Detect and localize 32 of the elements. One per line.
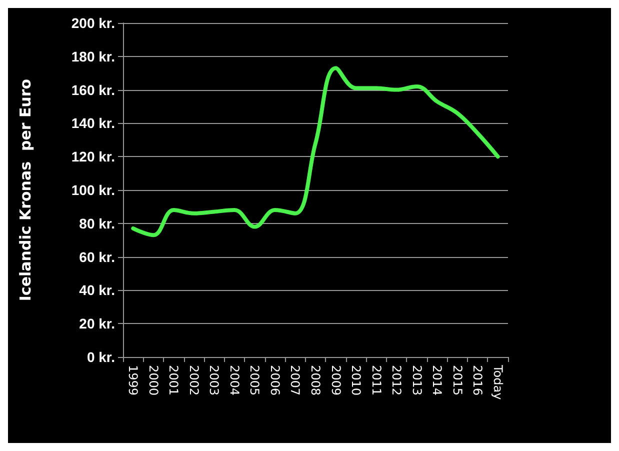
y-axis-title: Icelandic Kronas per Euro bbox=[16, 78, 34, 302]
y-tick-label: 140 kr. bbox=[71, 115, 115, 132]
y-tick-label: 100 kr. bbox=[71, 182, 115, 198]
x-tick-label: 2010 bbox=[349, 365, 364, 396]
y-tick-label: 0 kr. bbox=[86, 349, 115, 365]
x-tick-label: 2009 bbox=[328, 365, 343, 396]
x-tick-label: 2005 bbox=[248, 365, 262, 396]
x-tick-label: 2003 bbox=[207, 365, 222, 396]
x-tick-label: 2014 bbox=[430, 365, 444, 396]
x-tick-label: 2007 bbox=[288, 365, 302, 396]
y-tick-label: 60 kr. bbox=[79, 248, 115, 265]
y-tick-label: 160 kr. bbox=[71, 82, 115, 98]
x-tick-label: 2012 bbox=[390, 365, 404, 396]
x-tick-label: 2013 bbox=[410, 365, 424, 396]
y-tick-label: 180 kr. bbox=[71, 48, 115, 64]
y-tick-label: 20 kr. bbox=[79, 316, 115, 332]
y-tick-label: 200 kr. bbox=[71, 15, 115, 31]
x-tick-label: 2016 bbox=[470, 365, 485, 396]
x-tick-label: 2015 bbox=[450, 365, 464, 396]
x-tick-label: 1999 bbox=[126, 365, 140, 396]
x-tick-label: 2001 bbox=[166, 365, 181, 396]
x-tick-label: 2006 bbox=[268, 365, 282, 396]
x-tick-label: 2011 bbox=[369, 365, 384, 396]
y-tick-label: 120 kr. bbox=[71, 148, 115, 165]
y-tick-label: 40 kr. bbox=[79, 282, 115, 298]
y-tick-label: 80 kr. bbox=[79, 215, 115, 232]
x-tick-label: 2000 bbox=[146, 365, 160, 396]
x-tick-label: Today bbox=[490, 364, 505, 400]
x-tick-label: 2002 bbox=[186, 365, 201, 396]
x-tick-label: 2008 bbox=[308, 365, 322, 396]
line-series bbox=[131, 66, 500, 238]
x-tick-label: 2004 bbox=[227, 365, 242, 396]
